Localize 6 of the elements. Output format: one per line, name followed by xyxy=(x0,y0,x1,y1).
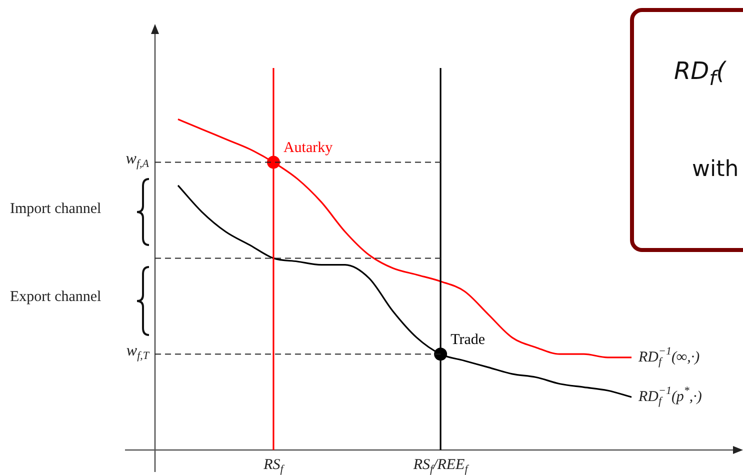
annotation: with xyxy=(692,157,739,182)
text: Import channel xyxy=(10,201,102,218)
annotation: Trade xyxy=(450,332,486,348)
annotation: Autarky xyxy=(283,140,334,156)
text: RD$_{f}$( xyxy=(674,57,726,90)
text: Export channel xyxy=(10,289,102,306)
